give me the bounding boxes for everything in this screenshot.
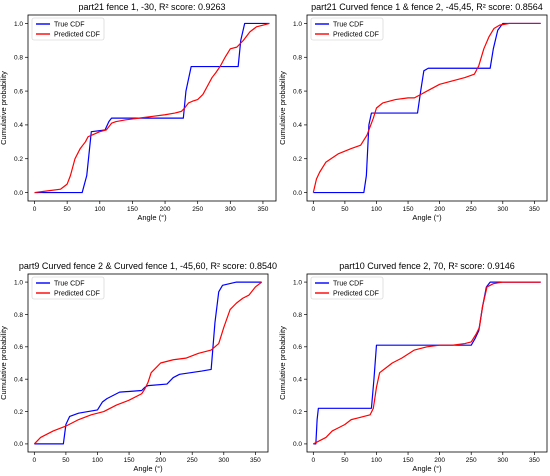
x-axis-label: Angle (°): [412, 213, 442, 222]
x-tick-label: 350: [529, 206, 540, 213]
y-tick-label: 0.0: [293, 441, 302, 448]
x-tick-label: 150: [127, 206, 138, 213]
y-axis-label: Cumulative probability: [278, 71, 287, 145]
legend: True CDF Predicted CDF: [310, 276, 384, 300]
y-axis-label: Cumulative probability: [0, 71, 8, 145]
x-tick-label: 150: [403, 206, 414, 213]
x-tick-label: 250: [187, 457, 198, 464]
x-tick-label: 0: [33, 457, 37, 464]
chart-panel-4: part10 Curved fence 2, 70, R² score: 0.9…: [278, 261, 548, 473]
y-tick-label: 0.0: [293, 190, 302, 197]
x-tick-label: 0: [33, 206, 37, 213]
y-tick-label: 0.2: [293, 409, 302, 416]
x-tick-label: 350: [529, 457, 540, 464]
series-line-true-cdf: [313, 22, 541, 194]
x-tick-label: 250: [466, 457, 477, 464]
x-tick-label: 150: [403, 457, 414, 464]
legend-label: True CDF: [54, 281, 84, 288]
chart-panel-1: part21 fence 1, -30, R² score: 0.9263 0 50…: [0, 2, 277, 222]
x-tick-label: 200: [160, 206, 171, 213]
plot-frame: [306, 273, 548, 453]
x-tick-label: 50: [64, 206, 72, 213]
x-tick-label: 300: [497, 457, 508, 464]
y-tick-label: 0.4: [293, 376, 302, 383]
x-tick-label: 50: [341, 206, 349, 213]
series-line-true-cdf: [34, 22, 270, 194]
y-tick-label: 0.2: [293, 156, 302, 163]
y-tick-label: 0.6: [293, 344, 302, 351]
y-tick-label: 0.0: [14, 190, 23, 197]
legend-label: Predicted CDF: [333, 291, 379, 298]
y-tick-label: 0.6: [293, 88, 302, 95]
chart-title: part21 Curved fence 1 & fence 2, -45,45,…: [311, 2, 543, 12]
y-tick-label: 0.6: [14, 88, 23, 95]
y-tick-label: 0.4: [14, 376, 23, 383]
chart-title: part10 Curved fence 2, 70, R² score: 0.9…: [339, 261, 515, 271]
y-tick-label: 0.4: [293, 122, 302, 129]
legend: True CDF Predicted CDF: [31, 17, 105, 41]
y-tick-label: 1.0: [293, 279, 302, 286]
legend-label: Predicted CDF: [54, 32, 100, 39]
plot-frame: [27, 14, 277, 202]
chart-title: part21 fence 1, -30, R² score: 0.9263: [78, 2, 225, 12]
x-tick-label: 300: [225, 206, 236, 213]
chart-panel-3: part9 Curved fence 2 & Curved fence 1, -…: [0, 261, 277, 473]
legend-label: True CDF: [54, 22, 84, 29]
y-tick-label: 0.4: [14, 122, 23, 129]
y-tick-label: 1.0: [14, 279, 23, 286]
x-tick-label: 100: [371, 206, 382, 213]
y-tick-label: 1.0: [14, 21, 23, 28]
x-tick-label: 0: [312, 457, 316, 464]
x-tick-label: 100: [92, 457, 103, 464]
y-tick-label: 0.2: [14, 156, 23, 163]
x-axis-label: Angle (°): [412, 464, 442, 473]
y-axis-label: Cumulative probability: [278, 326, 287, 400]
series-line-true-cdf: [313, 281, 541, 445]
y-tick-label: 0.8: [14, 55, 23, 62]
y-tick-label: 0.6: [14, 344, 23, 351]
chart-panel-2: part21 Curved fence 1 & fence 2, -45,45,…: [278, 2, 548, 222]
series-line-predicted-cdf: [312, 22, 541, 193]
x-tick-label: 200: [434, 206, 445, 213]
y-tick-label: 1.0: [293, 21, 302, 28]
x-axis-label: Angle (°): [137, 213, 167, 222]
series-line-predicted-cdf: [33, 281, 263, 445]
plot-frame: [306, 14, 548, 202]
x-tick-label: 50: [62, 457, 70, 464]
x-tick-label: 100: [94, 206, 105, 213]
x-tick-label: 300: [218, 457, 229, 464]
series-line-predicted-cdf: [34, 22, 270, 194]
legend-label: True CDF: [333, 22, 363, 29]
y-tick-label: 0.8: [293, 312, 302, 319]
chart-title: part9 Curved fence 2 & Curved fence 1, -…: [19, 261, 277, 271]
legend: True CDF Predicted CDF: [31, 276, 105, 300]
x-tick-label: 250: [192, 206, 203, 213]
legend: True CDF Predicted CDF: [310, 17, 384, 41]
x-tick-label: 250: [466, 206, 477, 213]
y-tick-label: 0.8: [14, 312, 23, 319]
legend-label: Predicted CDF: [333, 32, 379, 39]
x-tick-label: 350: [250, 457, 261, 464]
x-tick-label: 150: [124, 457, 135, 464]
y-tick-label: 0.0: [14, 441, 23, 448]
x-tick-label: 100: [371, 457, 382, 464]
x-tick-label: 300: [497, 206, 508, 213]
x-tick-label: 200: [155, 457, 166, 464]
x-axis-label: Angle (°): [133, 464, 163, 473]
x-tick-label: 350: [258, 206, 269, 213]
plot-frame: [27, 273, 269, 453]
y-tick-label: 0.2: [14, 409, 23, 416]
x-tick-label: 200: [434, 457, 445, 464]
x-tick-label: 50: [341, 457, 349, 464]
series-line-true-cdf: [34, 281, 262, 445]
series-line-predicted-cdf: [313, 281, 541, 445]
x-tick-label: 0: [312, 206, 316, 213]
legend-label: True CDF: [333, 281, 363, 288]
legend-label: Predicted CDF: [54, 291, 100, 298]
y-tick-label: 0.8: [293, 55, 302, 62]
y-axis-label: Cumulative probability: [0, 326, 8, 400]
